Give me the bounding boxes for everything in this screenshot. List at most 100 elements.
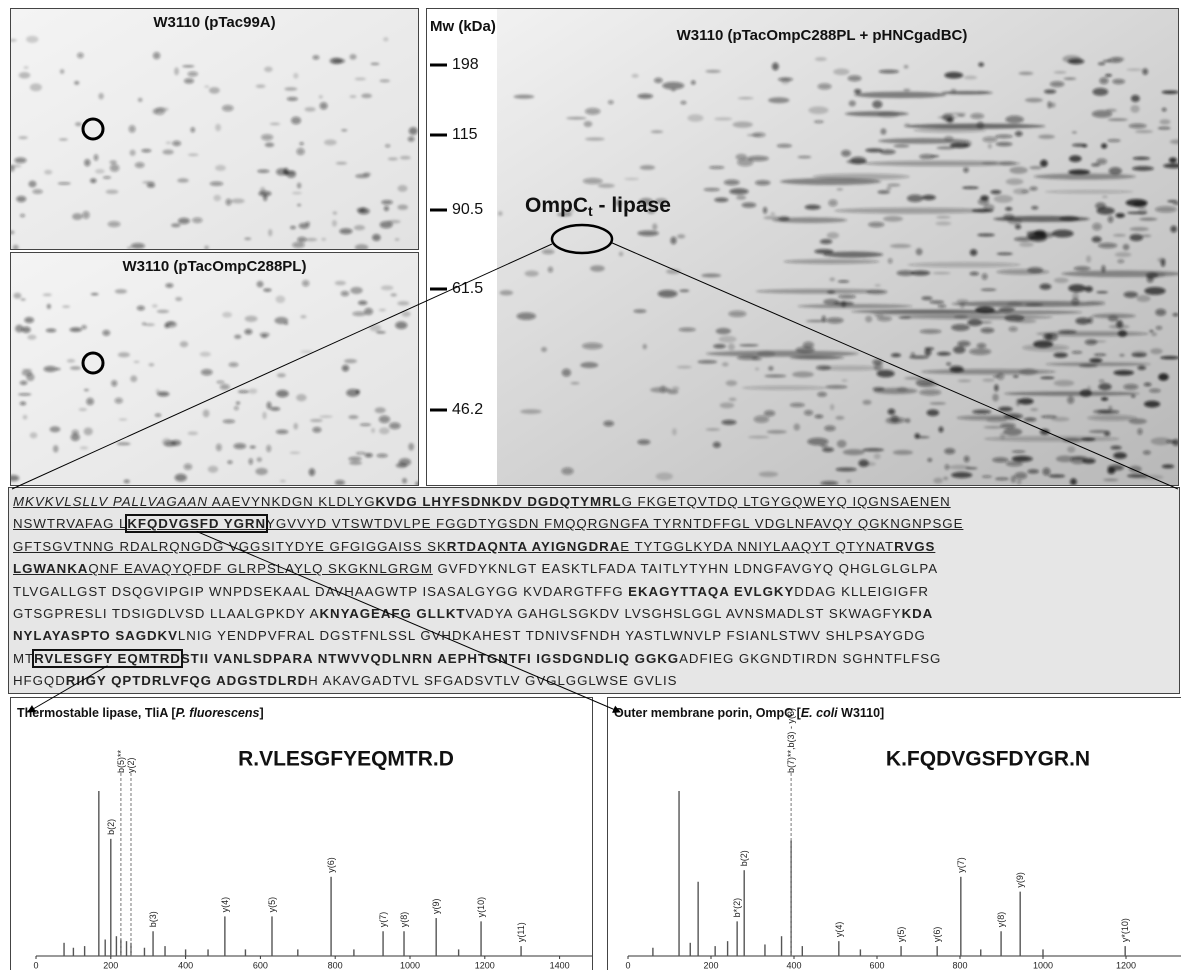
gel-spot [364, 453, 373, 458]
gel-spot [381, 199, 393, 205]
gel-spot [808, 106, 829, 115]
gel-spot [192, 217, 203, 224]
gel-spot [263, 288, 272, 292]
sequence-box: MKVKVLSLLV PALLVAGAAN AAEVYNKDGN KLDLYGK… [8, 487, 1180, 694]
mw-label: 90.5 [452, 201, 483, 218]
gel-spot [657, 289, 678, 298]
gel-spot [350, 286, 363, 295]
gel-spot [679, 289, 690, 292]
gel-spot [200, 368, 213, 376]
gel-spot [297, 236, 307, 243]
gel-spot [290, 225, 296, 230]
gel-spot [286, 170, 297, 178]
gel-spot [994, 134, 1013, 139]
title-segment: P. fluorescens [176, 706, 260, 720]
gel-title: W3110 (pTacOmpC288PL) [123, 258, 307, 275]
sequence-line: GFTSGVTNNG RDALRQNGDG VGGSITYDYE GFGIGGA… [13, 536, 1175, 558]
peak-label: y(8) [399, 912, 409, 928]
x-tick-label: 600 [253, 960, 268, 970]
gel-spot [1031, 206, 1039, 210]
gel-spot [324, 139, 337, 146]
peak-label: y(5) [896, 927, 906, 943]
gel-spot [262, 411, 267, 420]
peak-label: b*(2) [732, 898, 742, 918]
sequence-segment: HFGQD [13, 673, 66, 689]
gel-spot [46, 303, 52, 310]
gel-spot [164, 440, 177, 447]
gel-spot [340, 290, 350, 297]
gel-spot [972, 409, 992, 414]
gel-spot [305, 237, 318, 242]
sequence-segment: GVFDYKNLGT EASKTLFADA TAITLYTYHN LDNGFAV… [432, 561, 939, 577]
gel-spot [1108, 167, 1122, 175]
gel-spot [291, 191, 302, 195]
gel-spot [344, 358, 358, 364]
gel-spot [187, 431, 199, 436]
gel-spot [862, 399, 872, 405]
gel-spot [547, 266, 553, 273]
gel-spot [165, 283, 174, 288]
gel-spot [383, 37, 389, 42]
gel-spot [1050, 102, 1056, 108]
gel-spot [11, 164, 22, 168]
gel-spot [90, 178, 97, 184]
gel-spot [777, 77, 794, 82]
gel-spot [837, 280, 850, 283]
gel-spot [1091, 236, 1102, 243]
gel-spot [652, 223, 658, 231]
gel-spot [755, 367, 760, 371]
gel-spot [1142, 450, 1151, 455]
gel-spot [1107, 139, 1121, 143]
gel-spot [93, 154, 99, 161]
gel-spot [349, 54, 357, 60]
gel-spot [183, 463, 193, 470]
gel-spot [921, 296, 933, 301]
gel-spot [998, 406, 1013, 412]
annotation-subscript: t [588, 203, 593, 219]
gel-spot [969, 348, 992, 355]
gel-spot [1131, 395, 1136, 398]
annotation-ellipse [550, 223, 614, 255]
gel-spot [1096, 291, 1109, 294]
gel-spot [957, 379, 972, 383]
gel-streak [1003, 391, 1140, 396]
gel-spot [701, 273, 722, 278]
sequence-segment: NSWTRVAFAG L [13, 516, 128, 532]
peak-label: y(10) [476, 897, 486, 918]
gel-spot [896, 270, 915, 276]
gel-spot [969, 249, 978, 256]
peak-label: y(4) [220, 897, 230, 913]
gel-spot [865, 148, 883, 153]
gel-spot [202, 409, 210, 418]
gel-spot [292, 241, 305, 249]
gel-spot [111, 380, 118, 387]
gel-spot [182, 65, 195, 68]
gel-spot [582, 342, 603, 350]
gel-spot [590, 265, 605, 272]
gel-spot [748, 435, 769, 439]
gel-spot [919, 389, 942, 396]
gel-spot [1151, 332, 1158, 337]
gel-spot [728, 397, 737, 402]
gel-spot [705, 69, 721, 73]
x-tick-label: 800 [328, 960, 343, 970]
gel-spot [944, 448, 956, 455]
gel-spot [1009, 166, 1028, 174]
gel-spot [1097, 62, 1106, 66]
gel-spot [408, 127, 418, 135]
gel-spot [708, 165, 725, 169]
gel-spot [275, 429, 289, 435]
gel-spot [1157, 126, 1171, 130]
gel-spot [770, 212, 775, 216]
gel-spot [1123, 383, 1139, 390]
gel-spot [1105, 108, 1117, 112]
sequence-segment: GTSGPRESLI TDSIGDLVSD LLAALGPKDY A [13, 606, 320, 622]
peak-label: b(3) [148, 911, 158, 927]
peak-label: y*(10) [1120, 918, 1130, 942]
peak-label: b(7)**,b(3) - y(3) [786, 708, 796, 773]
gel-spot [102, 329, 111, 336]
gel-spot [69, 327, 82, 332]
gel-spot [23, 66, 29, 69]
gel-spot [1103, 478, 1119, 482]
gel-spot [21, 326, 31, 333]
